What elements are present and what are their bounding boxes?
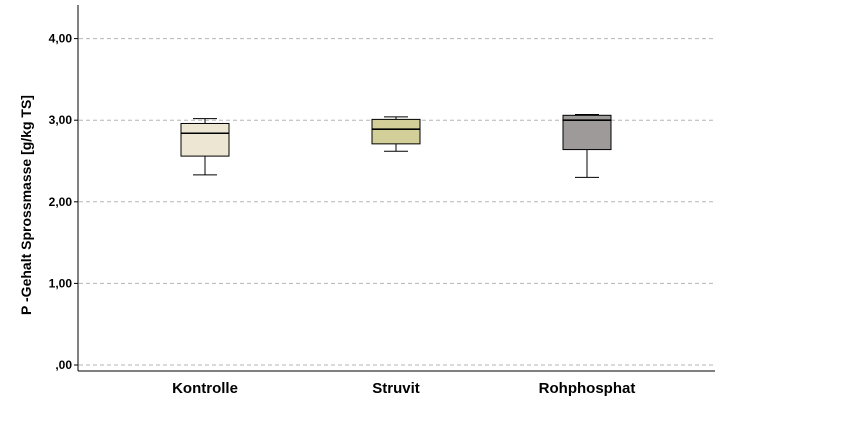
y-tick-label-2: 2,00 <box>49 195 73 209</box>
y-tick-label-3: 3,00 <box>49 113 73 127</box>
box-iqr <box>180 122 230 157</box>
category-label-0: Kontrolle <box>172 380 238 397</box>
y-tick-label-0: ,00 <box>55 358 72 372</box>
boxes <box>180 113 612 178</box>
gridlines <box>79 38 715 366</box>
box-group-2 <box>562 113 612 178</box>
y-tick-label-1: 1,00 <box>49 276 73 290</box>
category-labels: Kontrolle Struvit Rohphosphat <box>172 380 635 397</box>
category-label-2: Rohphosphat <box>539 380 636 397</box>
y-ticks: ,00 1,00 2,00 3,00 4,00 <box>49 32 78 372</box>
y-tick-label-4: 4,00 <box>49 32 73 46</box>
y-axis-title: P -Gehalt Sprossmasse [g/kg TS] <box>18 95 34 315</box>
box-group-1 <box>371 116 421 152</box>
category-label-1: Struvit <box>372 380 420 397</box>
axes <box>77 5 715 372</box>
box-iqr <box>371 118 421 145</box>
box-group-0 <box>180 118 230 176</box>
box-iqr <box>562 114 612 151</box>
